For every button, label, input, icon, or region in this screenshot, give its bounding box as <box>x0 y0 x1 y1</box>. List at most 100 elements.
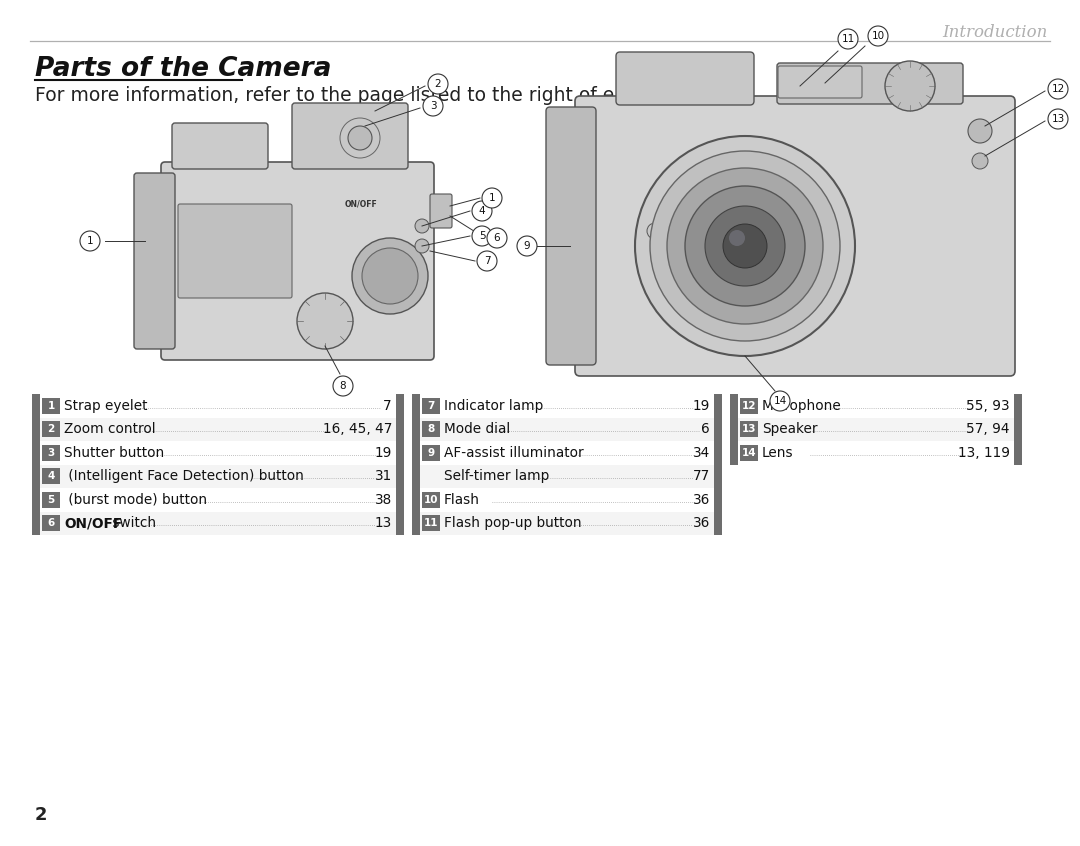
Circle shape <box>352 238 428 314</box>
Circle shape <box>685 186 805 306</box>
Text: 13: 13 <box>375 516 392 530</box>
Bar <box>422 515 440 531</box>
Text: 14: 14 <box>773 396 786 406</box>
Text: 13: 13 <box>1051 114 1065 124</box>
FancyBboxPatch shape <box>178 204 292 298</box>
Text: Self-timer lamp: Self-timer lamp <box>444 470 550 483</box>
Bar <box>422 492 440 508</box>
Bar <box>42 492 60 508</box>
Text: Introduction: Introduction <box>943 24 1048 41</box>
Circle shape <box>635 136 855 356</box>
Bar <box>396 394 404 535</box>
Bar <box>1014 394 1022 464</box>
Text: 55, 93: 55, 93 <box>967 398 1010 413</box>
Text: Microphone: Microphone <box>762 398 841 413</box>
Circle shape <box>477 251 497 271</box>
Text: 1: 1 <box>488 193 496 203</box>
Circle shape <box>348 126 372 150</box>
Bar <box>420 417 714 441</box>
Circle shape <box>770 391 789 411</box>
Text: 19: 19 <box>375 446 392 459</box>
Bar <box>42 515 60 531</box>
Circle shape <box>472 226 492 246</box>
Bar <box>32 394 40 535</box>
Text: AF-assist illuminator: AF-assist illuminator <box>444 446 583 459</box>
Bar <box>738 441 1014 464</box>
Text: 5: 5 <box>478 231 485 241</box>
Bar <box>420 464 714 488</box>
Text: switch: switch <box>108 516 157 530</box>
Bar <box>411 394 420 535</box>
Text: 8: 8 <box>428 424 434 434</box>
Text: Strap eyelet: Strap eyelet <box>64 398 148 413</box>
Text: 34: 34 <box>692 446 710 459</box>
Text: Flash pop-up button: Flash pop-up button <box>444 516 582 530</box>
FancyBboxPatch shape <box>292 103 408 169</box>
Text: 57, 94: 57, 94 <box>967 422 1010 437</box>
Bar <box>420 488 714 512</box>
Text: 16, 45, 47: 16, 45, 47 <box>323 422 392 437</box>
Bar <box>740 398 758 414</box>
Circle shape <box>517 236 537 256</box>
Text: 9: 9 <box>428 448 434 458</box>
Text: 3: 3 <box>430 101 436 111</box>
Circle shape <box>482 188 502 208</box>
FancyBboxPatch shape <box>778 66 862 98</box>
Circle shape <box>650 151 840 341</box>
Bar <box>738 394 1014 417</box>
Bar <box>420 512 714 535</box>
Bar <box>730 394 738 464</box>
Text: 3: 3 <box>48 448 55 458</box>
Bar <box>40 512 396 535</box>
Text: 6: 6 <box>701 422 710 437</box>
Text: 4: 4 <box>478 206 485 216</box>
Text: Flash: Flash <box>444 492 480 507</box>
Bar <box>42 398 60 414</box>
Circle shape <box>972 153 988 169</box>
Text: 8: 8 <box>340 381 347 391</box>
Text: Parts of the Camera: Parts of the Camera <box>35 56 332 82</box>
Text: 13, 119: 13, 119 <box>958 446 1010 459</box>
Text: Lens: Lens <box>762 446 794 459</box>
Circle shape <box>1048 79 1068 99</box>
Text: 2: 2 <box>48 424 55 434</box>
Circle shape <box>647 223 663 239</box>
Text: 36: 36 <box>692 492 710 507</box>
Bar <box>420 394 714 417</box>
Bar <box>422 445 440 461</box>
Text: Indicator lamp: Indicator lamp <box>444 398 543 413</box>
Circle shape <box>729 230 745 246</box>
Text: 36: 36 <box>692 516 710 530</box>
Text: 19: 19 <box>692 398 710 413</box>
Text: 7: 7 <box>484 256 490 266</box>
Circle shape <box>472 201 492 221</box>
Text: 11: 11 <box>841 34 854 44</box>
Text: For more information, refer to the page listed to the right of each item.: For more information, refer to the page … <box>35 86 702 105</box>
Text: 5: 5 <box>48 495 55 505</box>
Circle shape <box>362 248 418 304</box>
Bar <box>420 441 714 464</box>
Text: 13: 13 <box>742 424 756 434</box>
Text: 7: 7 <box>428 401 434 411</box>
FancyBboxPatch shape <box>430 194 453 228</box>
Bar <box>40 394 396 417</box>
Text: 2: 2 <box>434 79 442 89</box>
Text: 6: 6 <box>494 233 500 243</box>
Bar <box>714 394 723 535</box>
Circle shape <box>885 61 935 111</box>
Text: Speaker: Speaker <box>762 422 818 437</box>
Text: 6: 6 <box>48 519 55 528</box>
Circle shape <box>667 168 823 324</box>
Circle shape <box>428 74 448 94</box>
Bar <box>740 445 758 461</box>
FancyBboxPatch shape <box>575 96 1015 376</box>
Circle shape <box>838 29 858 49</box>
Text: 14: 14 <box>742 448 756 458</box>
Bar <box>738 417 1014 441</box>
Text: Shutter button: Shutter button <box>64 446 164 459</box>
Bar <box>422 421 440 437</box>
Bar <box>40 488 396 512</box>
Text: 9: 9 <box>524 241 530 251</box>
Text: 1: 1 <box>48 401 55 411</box>
Text: ON/OFF: ON/OFF <box>345 200 377 208</box>
